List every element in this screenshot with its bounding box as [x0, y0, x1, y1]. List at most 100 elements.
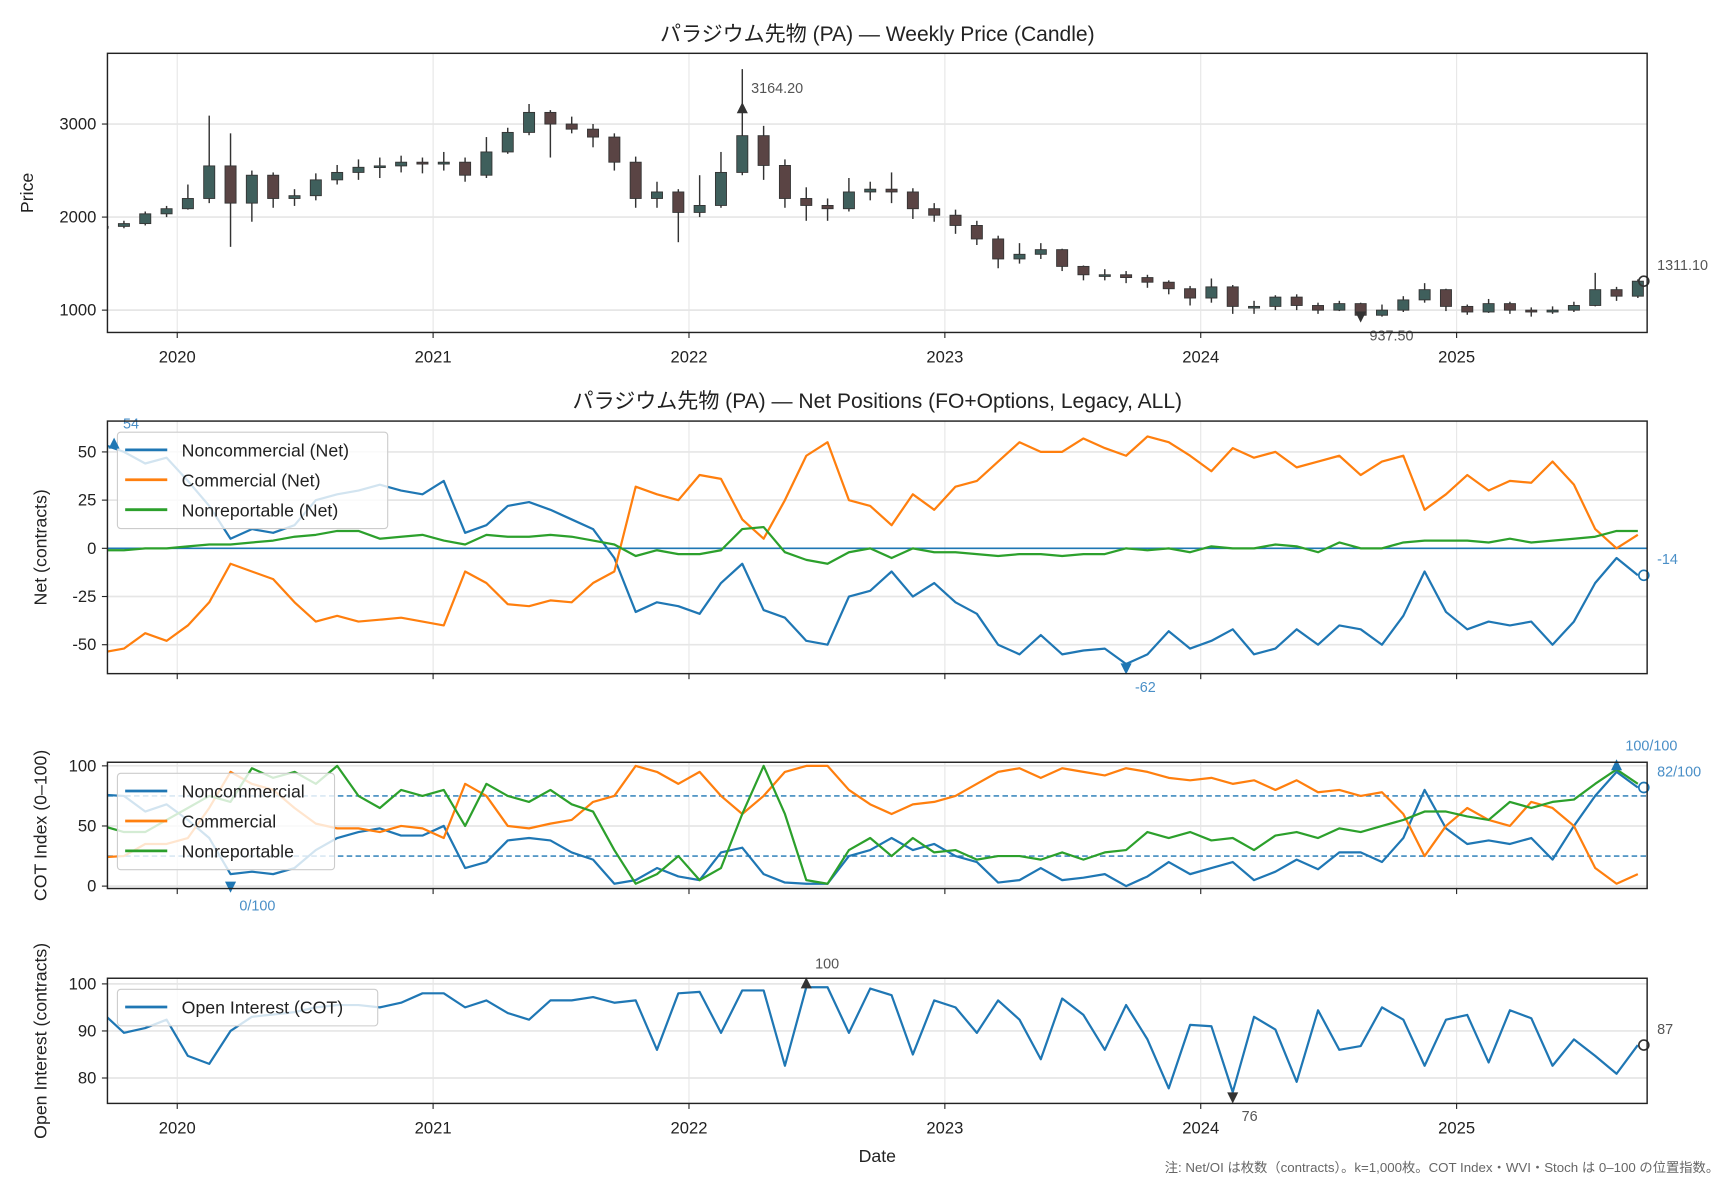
legend: Open Interest (COT)	[116, 988, 379, 1027]
y-tick-label: 50	[78, 817, 96, 836]
candle-body	[203, 165, 216, 199]
annotation-max: 3164.20	[751, 81, 803, 97]
x-tick-label: 2025	[1438, 347, 1475, 366]
annotation-min: -62	[1135, 680, 1156, 696]
candle-body	[160, 208, 173, 215]
annotation-max: 100/100	[1625, 738, 1677, 754]
candle-body	[1226, 286, 1239, 307]
y-tick-label: 80	[78, 1069, 96, 1088]
series-line-nonreportable	[107, 764, 1639, 885]
candle-body	[544, 111, 557, 125]
axes-frame	[106, 420, 1648, 675]
last-value-marker-icon	[1638, 569, 1650, 582]
annotation-max: 54	[123, 417, 139, 433]
candle-body	[1397, 299, 1410, 311]
legend: Noncommercial Commercial Nonreportable	[116, 772, 336, 871]
candle-body	[523, 111, 536, 133]
candle-body	[714, 171, 727, 206]
legend-label: Noncommercial	[182, 782, 305, 802]
x-tick-label: 2023	[926, 1118, 963, 1137]
candle-body	[736, 135, 749, 173]
candle-body	[309, 179, 322, 197]
candle-body	[1376, 309, 1388, 316]
candle-body	[117, 223, 130, 227]
y-tick-label: 50	[78, 442, 96, 461]
last-value-marker-icon	[1638, 1039, 1650, 1051]
candle-body	[501, 131, 514, 153]
candle-body	[1567, 305, 1580, 311]
y-tick-label: 0	[87, 539, 96, 558]
footnote: 注: Net/OI は枚数（contracts）。k=1,000枚。COT In…	[1165, 1160, 1719, 1175]
annotation-min: 0/100	[239, 898, 275, 914]
annotation-last: -14	[1657, 552, 1678, 568]
candle-body	[970, 225, 983, 240]
plot-area	[107, 764, 1648, 888]
price-chart-title: パラジウム先物 (PA) — Weekly Price (Candle)	[660, 22, 1095, 46]
panel-2: -50 -25 0 25 50 Net (contracts) Noncommercial …	[31, 417, 1678, 697]
min-marker-icon	[225, 881, 237, 893]
min-marker-icon	[1355, 311, 1367, 323]
y-tick-label: 25	[78, 491, 96, 510]
candle-body	[480, 151, 493, 176]
candle-body	[1269, 296, 1282, 307]
candle-body	[245, 174, 258, 204]
candle-body	[395, 161, 408, 167]
candle-body	[1589, 289, 1602, 306]
y-axis-label: Price	[17, 173, 37, 214]
candle-body	[139, 213, 152, 225]
x-tick-label: 2021	[415, 1118, 452, 1137]
legend-label: Noncommercial (Net)	[182, 441, 349, 461]
candle-body	[565, 123, 578, 130]
series-line-nonreportable-net	[107, 525, 1638, 565]
candle-body	[1312, 305, 1324, 311]
candle-body	[1631, 280, 1644, 297]
annotation-max: 100	[815, 956, 839, 972]
y-tick-label: -50	[72, 635, 96, 654]
panel-4: 2020 2021 2022 2023 2024 2025 80 90 100 Open Inte…	[31, 943, 1674, 1139]
candle-body	[224, 165, 237, 204]
candle-body	[331, 171, 344, 181]
candle-body	[267, 174, 280, 199]
min-marker-icon	[1120, 663, 1132, 675]
axes-frame	[106, 761, 1648, 890]
last-value-marker-icon	[1638, 781, 1650, 794]
max-marker-icon	[1611, 759, 1623, 771]
candle-body	[1056, 249, 1069, 267]
x-tick-label: 2020	[159, 1118, 196, 1137]
annotation-min: 937.50	[1370, 328, 1414, 344]
candle-body	[992, 238, 1005, 260]
series-line-commercial	[107, 764, 1639, 885]
candle-body	[608, 136, 621, 163]
candle-body	[107, 225, 109, 229]
candle-body	[1290, 296, 1303, 306]
x-tick-label: 2020	[159, 347, 196, 366]
candle-body	[928, 208, 941, 216]
candle-body	[1546, 309, 1559, 313]
candle-body	[1610, 289, 1623, 297]
plot-area	[107, 69, 1644, 317]
legend-label: Commercial (Net)	[182, 470, 321, 490]
candle-body	[416, 161, 429, 165]
candle-body	[778, 165, 791, 199]
candle-body	[949, 214, 962, 226]
annotation-last: 87	[1657, 1022, 1673, 1038]
y-axis-label: Net (contracts)	[31, 489, 51, 605]
y-axis-label: COT Index (0–100)	[31, 750, 51, 901]
candle-body	[906, 191, 919, 210]
candle-body	[1034, 249, 1047, 255]
candle-body	[1503, 303, 1516, 311]
max-marker-icon	[800, 977, 812, 989]
candle-body	[757, 135, 770, 166]
series-line-commercial-net	[107, 435, 1639, 653]
x-tick-label: 2022	[671, 1118, 708, 1137]
candle-body	[1141, 277, 1154, 283]
min-marker-icon	[1227, 1092, 1239, 1104]
candle-body	[885, 188, 898, 193]
legend-label: Nonreportable (Net)	[182, 500, 339, 520]
candle-body	[629, 161, 642, 199]
legend-label: Open Interest (COT)	[182, 998, 343, 1018]
candle-body	[288, 195, 301, 199]
y-tick-label: 1000	[59, 301, 96, 320]
annotation-last: 1311.10	[1657, 258, 1708, 274]
axes-frame	[106, 52, 1648, 334]
